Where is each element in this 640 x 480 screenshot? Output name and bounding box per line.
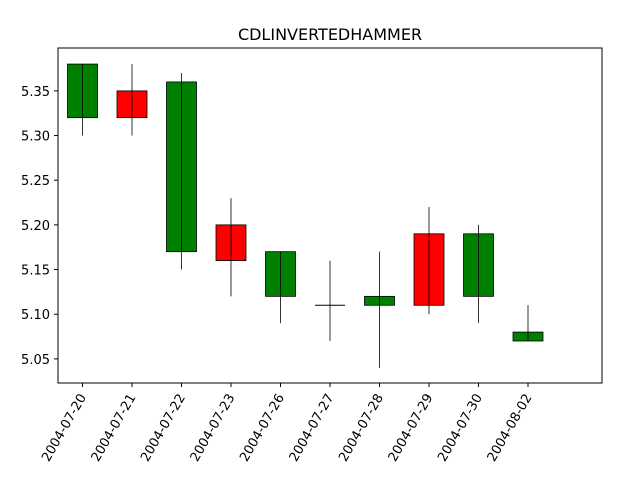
y-tick-label: 5.25 bbox=[21, 174, 50, 189]
y-axis: 5.05 5.10 5.15 5.20 5.25 5.30 5.35 bbox=[21, 85, 58, 368]
candles-group bbox=[67, 63, 544, 368]
y-tick-label: 5.15 bbox=[21, 264, 50, 279]
y-tick-label: 5.20 bbox=[21, 219, 50, 234]
y-tick-label: 5.30 bbox=[21, 130, 50, 145]
y-tick-label: 5.05 bbox=[21, 353, 50, 368]
plot-frame bbox=[57, 47, 603, 384]
y-tick-label: 5.10 bbox=[21, 308, 50, 323]
chart-title: CDLINVERTEDHAMMER bbox=[238, 25, 422, 44]
y-tick-label: 5.35 bbox=[21, 85, 50, 100]
